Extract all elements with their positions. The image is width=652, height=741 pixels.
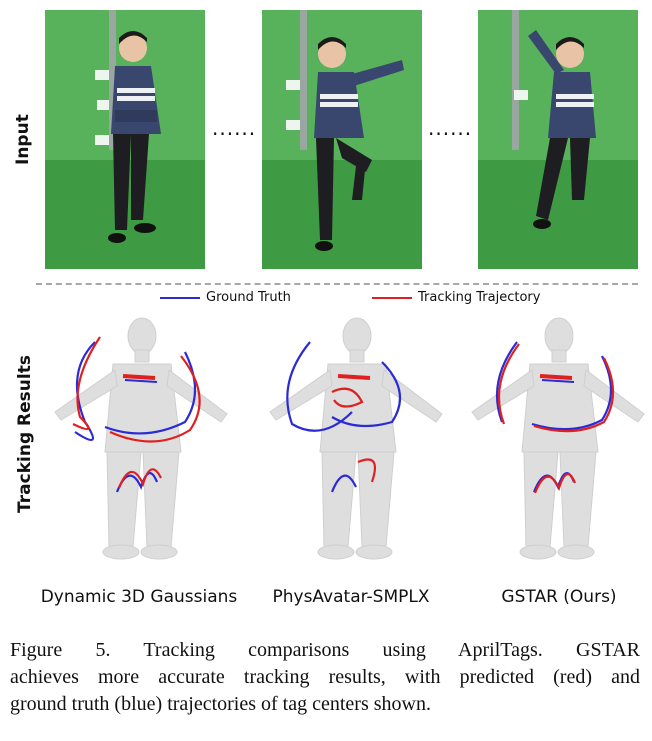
- ellipsis-1: ......: [212, 116, 257, 140]
- ellipsis-2: ......: [428, 116, 473, 140]
- input-frame-1: [45, 10, 205, 269]
- legend-swatch-red: [372, 296, 412, 299]
- row-label-tracking: Tracking Results: [15, 355, 35, 513]
- legend-label-tracking-trajectory: Tracking Trajectory: [418, 290, 541, 305]
- legend-swatch-blue: [160, 296, 200, 299]
- tracking-result-dynamic-3d-gaussians: [45, 312, 235, 570]
- input-frame-2: [262, 10, 422, 269]
- caption-line-3: ground truth (blue) trajectories of tag …: [10, 693, 431, 715]
- method-label-gstar: GSTAR (Ours): [501, 587, 617, 607]
- legend: Ground Truth Tracking Trajectory: [0, 290, 652, 310]
- legend-tracking-trajectory: Tracking Trajectory: [372, 290, 540, 305]
- caption-line-2: achieves more accurate tracking results,…: [10, 666, 640, 688]
- input-frame-3: [478, 10, 638, 269]
- method-label-physavatar-smplx: PhysAvatar-SMPLX: [272, 587, 430, 607]
- legend-ground-truth: Ground Truth: [160, 290, 291, 305]
- row-label-input: Input: [13, 114, 33, 165]
- legend-label-ground-truth: Ground Truth: [206, 290, 291, 305]
- tracking-result-gstar: [462, 312, 652, 570]
- section-separator: [36, 283, 638, 285]
- caption-line-1: Figure 5. Tracking comparisons using Apr…: [10, 639, 640, 661]
- method-label-dynamic-3d-gaussians: Dynamic 3D Gaussians: [40, 587, 238, 607]
- figure-caption: Figure 5. Tracking comparisons using Apr…: [10, 637, 640, 718]
- tracking-result-physavatar-smplx: [262, 312, 452, 570]
